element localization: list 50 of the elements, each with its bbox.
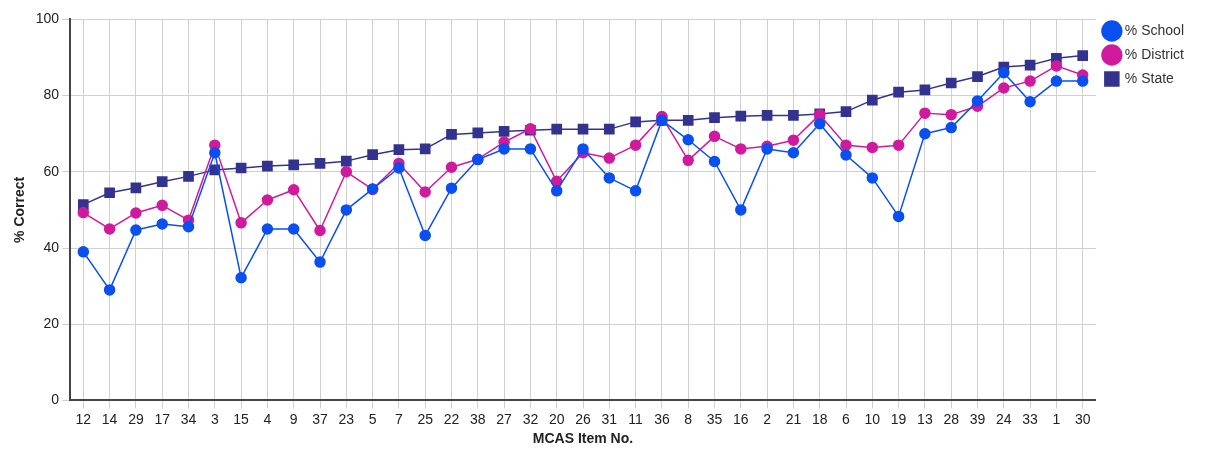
x-tick-label: 31 [601, 410, 618, 427]
x-tick-label: 32 [522, 410, 539, 427]
x-tick-label: 23 [338, 410, 355, 427]
x-tick-label: 37 [312, 410, 328, 427]
x-tick-label: 34 [180, 410, 197, 427]
x-tick-label: 5 [368, 410, 377, 427]
x-tick-label: 22 [443, 410, 460, 427]
x-tick-label: 4 [263, 410, 272, 427]
x-tick-label: 1 [1052, 410, 1061, 427]
y-tick-label: 60 [43, 162, 60, 179]
x-tick-label: 35 [706, 410, 723, 427]
x-tick-label: 11 [628, 410, 644, 427]
x-axis-title: MCAS Item No. [532, 430, 634, 447]
x-tick-label: 24 [996, 410, 1012, 427]
x-tick-label: 13 [917, 410, 933, 427]
x-tick-label: 21 [785, 410, 802, 427]
y-tick-label: 0 [51, 391, 60, 408]
x-tick-label: 20 [548, 410, 565, 427]
x-tick-label: 8 [684, 410, 693, 427]
x-tick-label: 16 [733, 410, 749, 427]
x-tick-label: 15 [233, 410, 250, 427]
x-tick-label: 17 [154, 410, 171, 427]
y-axis-title: % Correct [11, 176, 28, 243]
x-tick-label: 2 [763, 410, 772, 427]
x-tick-label: 33 [1022, 410, 1039, 427]
legend-label: % District [1124, 45, 1185, 62]
x-tick-label: 14 [101, 410, 118, 427]
x-tick-label: 19 [890, 410, 907, 427]
x-tick-label: 18 [811, 410, 828, 427]
y-tick-label: 80 [43, 86, 60, 103]
x-tick-label: 7 [395, 410, 404, 427]
legend-label: % School [1124, 21, 1185, 38]
x-tick-label: 30 [1074, 410, 1091, 427]
x-tick-label: 39 [969, 410, 986, 427]
x-tick-label: 28 [943, 410, 960, 427]
x-tick-label: 29 [128, 410, 144, 427]
x-tick-label: 3 [210, 410, 219, 427]
x-tick-label: 10 [864, 410, 881, 427]
x-tick-label: 9 [289, 410, 298, 427]
x-tick-label: 27 [496, 410, 513, 427]
x-tick-label: 38 [470, 410, 486, 427]
y-tick-label: 100 [35, 10, 60, 27]
x-tick-label: 12 [75, 410, 92, 427]
x-tick-label: 25 [417, 410, 434, 427]
legend-label: % State [1124, 69, 1175, 86]
x-tick-label: 36 [654, 410, 670, 427]
x-tick-label: 6 [842, 410, 851, 427]
y-tick-label: 40 [43, 238, 60, 255]
y-tick-label: 20 [43, 315, 60, 332]
x-tick-label: 26 [575, 410, 591, 427]
